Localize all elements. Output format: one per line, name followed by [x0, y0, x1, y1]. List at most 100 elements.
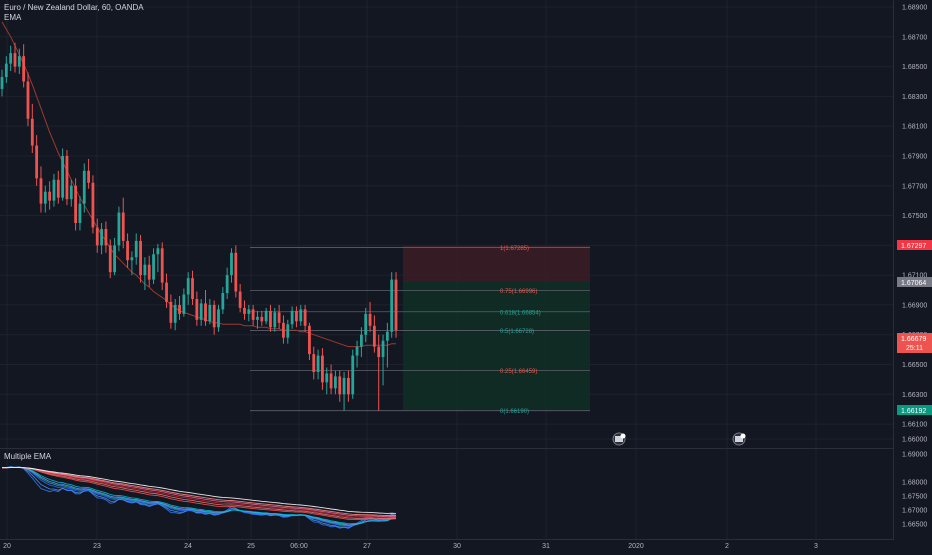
candle [61, 148, 65, 201]
event-marker-1[interactable] [612, 432, 626, 446]
candle [290, 306, 294, 329]
candle [165, 273, 168, 308]
candle [303, 304, 307, 332]
candle [100, 223, 103, 255]
entry-price-tag: 1.67064 [897, 277, 932, 287]
ema-ribbon-line [2, 467, 397, 518]
candle [147, 255, 151, 288]
time-axis-label: 31 [542, 543, 550, 550]
time-axis[interactable] [0, 540, 894, 550]
candle [351, 349, 355, 399]
candle [273, 307, 277, 332]
candle [312, 346, 316, 380]
candle [182, 288, 186, 317]
price-axis-label: 1.67700 [902, 183, 927, 190]
candle [156, 243, 160, 273]
candle [195, 291, 199, 326]
candle [152, 248, 155, 285]
candle [208, 298, 212, 325]
candle [43, 185, 47, 213]
candle [221, 287, 225, 314]
price-axis-label: 1.66300 [902, 392, 927, 399]
candle [139, 234, 142, 283]
ema-ribbon-line [1, 466, 397, 529]
candle [338, 370, 342, 402]
ema-ribbon-line [2, 467, 396, 519]
candle [0, 69, 4, 97]
candle [260, 310, 264, 326]
candle [130, 251, 134, 276]
price-axis-label: 1.68900 [902, 5, 927, 12]
candle [277, 304, 281, 329]
candle [355, 340, 359, 368]
candle [13, 42, 17, 73]
candle [113, 237, 116, 276]
candle [251, 304, 255, 326]
multiple-ema-label[interactable]: Multiple EMA [4, 452, 52, 461]
candle [316, 349, 320, 380]
candle [82, 163, 86, 213]
candle [329, 364, 333, 395]
ema-legend[interactable]: EMA [4, 13, 22, 22]
price-axis[interactable] [894, 0, 932, 550]
time-axis-label: 27 [363, 543, 371, 550]
candle [377, 334, 381, 411]
price-axis-label: 1.66500 [902, 522, 927, 529]
candle [385, 322, 389, 368]
stop-loss-zone[interactable] [403, 246, 590, 282]
symbol-legend[interactable]: Euro / New Zealand Dollar, 60, OANDA EMA [4, 3, 144, 23]
price-axis-label: 1.68700 [902, 34, 927, 41]
candle [204, 290, 207, 326]
candle [381, 334, 385, 386]
take-profit-zone[interactable] [403, 282, 590, 410]
candle [39, 166, 43, 213]
time-axis-label: 23 [93, 543, 101, 550]
candle [234, 245, 238, 298]
bar-countdown: 25:11 [906, 345, 923, 352]
fib-level-label: 0.25(1.66459) [500, 369, 537, 375]
time-axis-label: 2 [725, 543, 729, 550]
candle [347, 370, 350, 402]
candle [74, 178, 78, 231]
price-axis-label: 1.66500 [902, 362, 927, 369]
candle [247, 304, 251, 322]
candle [299, 304, 303, 326]
candle [238, 284, 242, 313]
candle [48, 181, 52, 210]
candle [308, 322, 311, 361]
multiple-ema-pane [1, 466, 397, 529]
time-axis-label: 06:00 [290, 543, 308, 550]
fib-level-label: 1(1.67285) [500, 246, 529, 252]
candle [325, 367, 329, 395]
candle [126, 233, 129, 268]
ema-ribbon-line [2, 467, 397, 516]
long-position-tool[interactable] [403, 246, 590, 410]
lower-pane-legend[interactable]: Multiple EMA [4, 452, 51, 462]
price-axis-label: 1.66100 [902, 422, 927, 429]
target-price-tag: 1.66192 [897, 405, 932, 415]
time-axis-label: 24 [184, 543, 192, 550]
candle [269, 304, 272, 332]
event-marker-2[interactable] [732, 432, 746, 446]
last-price-tag: 1.66679 25:11 [897, 333, 932, 353]
candle [30, 103, 34, 153]
candle [368, 301, 372, 332]
price-axis-label: 1.67100 [902, 273, 927, 280]
candle [87, 158, 90, 189]
price-axis-label: 1.68100 [902, 124, 927, 131]
calendar-event-icon [735, 436, 743, 442]
candle [334, 370, 337, 395]
ema-ribbon-line [1, 466, 397, 529]
candle [4, 56, 8, 83]
candle [359, 327, 363, 358]
candle [134, 233, 138, 265]
svg-text:1.67297: 1.67297 [901, 243, 926, 250]
fib-retracement[interactable]: 1(1.67285) 0.75(1.66996) 0.618(1.66854) 0.5… [250, 246, 590, 415]
candle [390, 272, 394, 338]
symbol-title[interactable]: Euro / New Zealand Dollar, 60, OANDA [4, 3, 144, 12]
axis-labels: 1.68900 1.68700 1.68500 1.68300 1.68100 1.679… [3, 5, 927, 551]
candle [160, 242, 164, 291]
candle [17, 48, 21, 75]
candle [295, 306, 298, 328]
